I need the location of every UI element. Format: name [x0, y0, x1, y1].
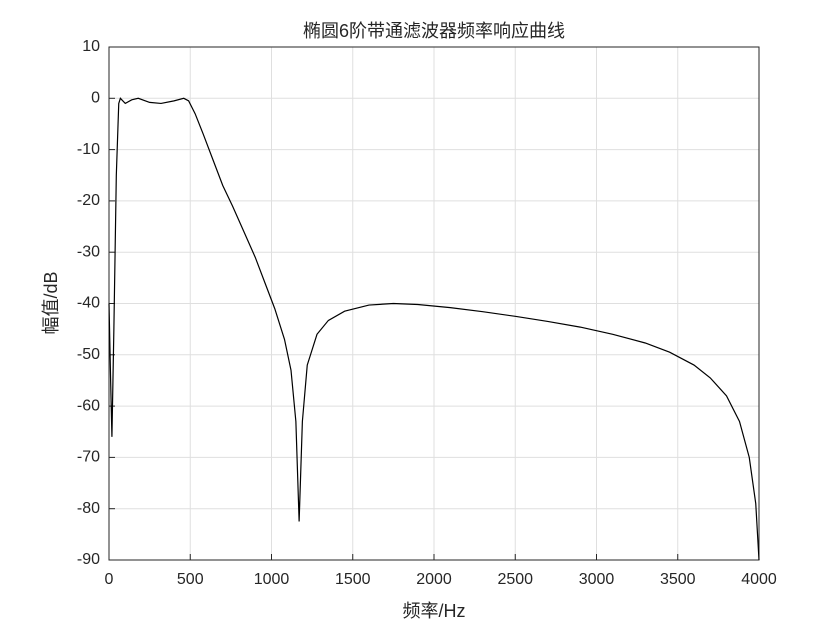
x-tick-label: 1000: [254, 571, 290, 588]
y-tick-label: -30: [77, 243, 100, 260]
y-tick-label: 10: [82, 38, 100, 55]
x-tick-label: 0: [105, 571, 114, 588]
chart-title: 椭圆6阶带通滤波器频率响应曲线: [303, 21, 565, 41]
y-tick-label: -70: [77, 449, 100, 466]
x-tick-label: 3000: [579, 571, 615, 588]
x-axis-label: 频率/Hz: [403, 601, 466, 621]
y-tick-label: 0: [91, 90, 100, 107]
x-tick-label: 2500: [497, 571, 533, 588]
y-axis-label: 幅值/dB: [41, 271, 61, 334]
x-tick-label: 2000: [416, 571, 452, 588]
x-tick-label: 3500: [660, 571, 696, 588]
line-series: [108, 97, 760, 561]
y-tick-label: -40: [77, 295, 100, 312]
y-tick-label: -60: [77, 397, 100, 414]
y-tick-label: -90: [77, 551, 100, 568]
y-tick-label: -10: [77, 141, 100, 158]
x-tick-label: 500: [177, 571, 204, 588]
x-tick-label: 4000: [741, 571, 777, 588]
y-tick-label: -50: [77, 346, 100, 363]
y-tick-label: -20: [77, 192, 100, 209]
x-tick-label: 1500: [335, 571, 371, 588]
y-tick-label: -80: [77, 500, 100, 517]
